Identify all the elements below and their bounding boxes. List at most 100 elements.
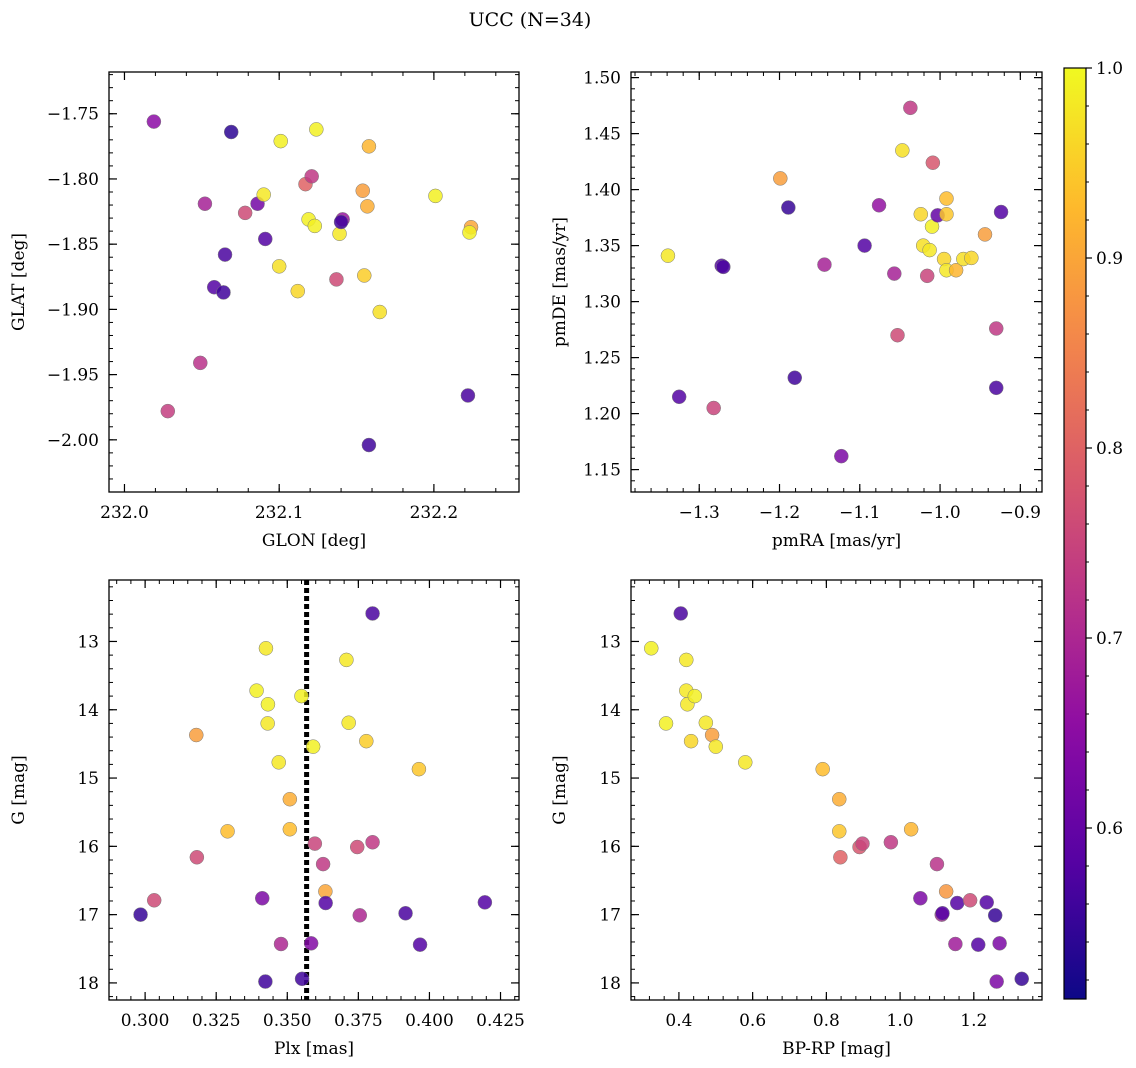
x-tick-label: 0.400 — [405, 1011, 454, 1031]
data-point — [258, 641, 274, 656]
data-point — [716, 259, 731, 275]
data-point — [855, 836, 870, 851]
data-point — [361, 437, 377, 453]
data-point — [857, 238, 872, 253]
data-point — [359, 733, 374, 749]
x-tick-label: 0.6 — [739, 1011, 766, 1031]
x-tick-label: 232.2 — [410, 503, 459, 523]
minor-ticks — [631, 580, 1042, 1000]
data-point — [189, 727, 204, 743]
data-point — [706, 400, 721, 416]
panel-3: 0.300 0.325 0.350 0.375 0.400 0.425 13 14 15 16 17… — [9, 579, 525, 1059]
data-point — [271, 259, 287, 274]
colorbar-frame — [1063, 67, 1087, 1000]
data-points — [146, 114, 479, 453]
data-point — [146, 114, 162, 129]
y-axis-label: G [mag] — [9, 755, 29, 824]
x-axis-label: pmRA [mas/yr] — [772, 531, 901, 551]
y-tick-label: 17 — [77, 906, 99, 926]
data-point — [949, 895, 965, 911]
y-tick-label: −1.85 — [47, 235, 99, 255]
data-point — [817, 257, 832, 272]
y-axis-label: pmDE [mas/yr] — [550, 217, 570, 347]
data-point — [398, 906, 413, 921]
x-tick-label: 0.350 — [263, 1011, 312, 1031]
data-point — [282, 822, 298, 837]
data-point — [871, 198, 887, 213]
x-tick-label: 0.4 — [665, 1011, 692, 1031]
data-point — [834, 448, 849, 464]
data-point — [189, 850, 205, 865]
data-point — [887, 266, 902, 281]
y-tick-label: 1.40 — [583, 181, 621, 201]
data-point — [411, 761, 427, 777]
data-point — [903, 822, 919, 837]
data-point — [216, 285, 231, 300]
x-axis-label: GLON [deg] — [262, 531, 366, 551]
data-point — [282, 791, 298, 807]
data-point — [217, 247, 233, 262]
data-point — [992, 936, 1007, 951]
data-point — [315, 856, 331, 872]
data-point — [989, 974, 1004, 989]
x-tick-label: 0.8 — [813, 1011, 840, 1031]
axes-frame — [630, 579, 1043, 1001]
data-point — [361, 139, 377, 154]
data-point — [290, 283, 306, 299]
y-tick-label: 1.25 — [583, 349, 621, 369]
data-point — [307, 218, 323, 234]
data-point — [160, 403, 176, 419]
data-points — [660, 100, 1009, 464]
data-point — [773, 171, 788, 186]
data-point — [913, 890, 928, 906]
data-point — [329, 272, 344, 287]
data-point — [477, 895, 493, 910]
data-point — [832, 824, 847, 839]
y-tick-label: 1.20 — [583, 405, 621, 425]
data-point — [339, 652, 354, 668]
data-point — [683, 733, 699, 749]
data-point — [671, 389, 687, 405]
data-point — [357, 268, 372, 283]
y-tick-label: 15 — [77, 769, 99, 789]
data-point — [1014, 971, 1029, 987]
data-point — [349, 839, 365, 855]
y-axis-label: G [mag] — [550, 755, 570, 824]
data-points — [644, 606, 1029, 989]
data-point — [197, 196, 213, 211]
x-tick-label: 0.425 — [476, 1011, 525, 1031]
data-point — [294, 688, 309, 704]
data-point — [303, 936, 319, 951]
panels: 232.0 232.1 232.2 −1.75 −1.80 −1.85 −1.90 −1.95… — [9, 69, 1043, 1059]
colorbar-tick-label: 1.0 — [1096, 59, 1123, 79]
y-tick-label: 16 — [599, 837, 621, 857]
data-point — [890, 327, 905, 343]
panel-1: 232.0 232.1 232.2 −1.75 −1.80 −1.85 −1.90 −1.95… — [9, 71, 520, 551]
data-point — [948, 262, 964, 278]
figure-title: UCC (N=34) — [469, 9, 592, 31]
data-point — [883, 834, 899, 850]
data-point — [935, 906, 950, 921]
y-tick-label: 16 — [77, 837, 99, 857]
data-point — [979, 895, 994, 910]
data-point — [193, 355, 208, 371]
data-point — [993, 204, 1009, 220]
y-axis-label: GLAT [deg] — [9, 233, 29, 331]
data-point — [660, 248, 676, 263]
y-tick-label: −1.90 — [47, 300, 99, 320]
data-point — [895, 143, 910, 158]
data-point — [223, 124, 239, 140]
data-point — [815, 761, 830, 777]
data-point — [833, 850, 848, 865]
data-point — [939, 206, 954, 222]
x-tick-label: −1.1 — [839, 503, 880, 523]
data-point — [271, 755, 286, 770]
data-point — [658, 716, 674, 731]
data-point — [938, 884, 954, 899]
data-point — [365, 834, 380, 850]
y-tick-label: 1.45 — [583, 125, 621, 145]
data-point — [341, 715, 356, 730]
data-point — [987, 908, 1003, 923]
data-point — [360, 199, 375, 214]
